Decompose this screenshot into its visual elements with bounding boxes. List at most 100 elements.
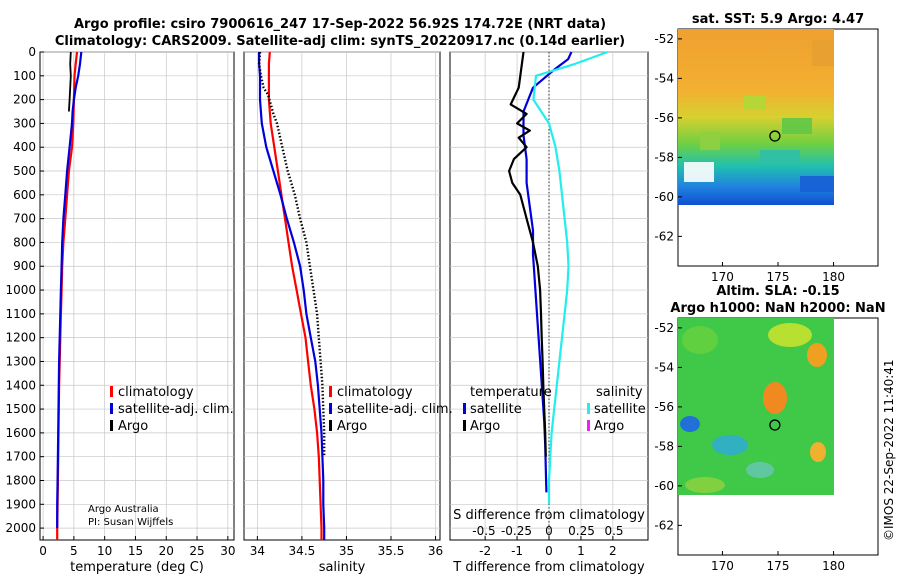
legend-label-satellite: satellite-adj. clim. <box>337 402 453 417</box>
y-tick-label: 1500 <box>5 402 36 416</box>
map-y-tick-label: -58 <box>654 150 674 164</box>
sla-anomaly <box>763 382 787 414</box>
x-tick-label: -1 <box>511 544 523 558</box>
sst-patch <box>744 96 766 110</box>
sla-anomaly <box>746 462 774 478</box>
legend-title-salinity: salinity <box>596 385 643 400</box>
map-y-tick-label: -56 <box>654 111 674 125</box>
x-tick-label: 10 <box>97 544 112 558</box>
y-tick-label: 0 <box>28 45 36 59</box>
map-y-tick-label: -60 <box>654 190 674 204</box>
title-line-1: Argo profile: csiro 7900616_247 17-Sep-2… <box>74 17 606 32</box>
map-x-tick-label: 170 <box>711 559 734 573</box>
x-tick-label: 2 <box>609 544 617 558</box>
x2-tick-label: 0.25 <box>568 524 595 538</box>
timestamp-watermark: ©IMOS 22-Sep-2022 11:40:41 <box>882 359 896 541</box>
y-tick-label: 1400 <box>5 378 36 392</box>
x-tick-label: 36 <box>428 544 443 558</box>
legend-swatch-argo <box>329 420 332 431</box>
legend-label-argo: Argo <box>337 419 367 434</box>
sla-map-panel: Altim. SLA: -0.15 Argo h1000: NaN h2000:… <box>654 284 885 573</box>
y-tick-label: 1800 <box>5 473 36 487</box>
sla-anomaly <box>682 326 718 354</box>
y-tick-label: 900 <box>13 259 36 273</box>
sla-map-title-line-2: Argo h1000: NaN h2000: NaN <box>670 301 885 316</box>
x-tick-label: 34.5 <box>289 544 316 558</box>
x-tick-label: 0 <box>39 544 47 558</box>
map-y-tick-label: -56 <box>654 400 674 414</box>
sla-anomaly <box>680 416 700 432</box>
y-tick-label: 1600 <box>5 426 36 440</box>
legend-swatch-s-argo <box>587 420 590 431</box>
temperature-xlabel: temperature (deg C) <box>70 560 204 575</box>
y-tick-label: 400 <box>13 140 36 154</box>
map-y-tick-label: -62 <box>654 518 674 532</box>
x2-tick-label: 0 <box>545 524 553 538</box>
x-tick-label: 35.5 <box>378 544 405 558</box>
x-tick-label: 15 <box>128 544 143 558</box>
map-y-tick-label: -58 <box>654 439 674 453</box>
temperature-axes-frame <box>40 52 234 540</box>
credit-line-1: Argo Australia <box>88 504 159 515</box>
x2-tick-label: 0.5 <box>604 524 623 538</box>
map-y-tick-label: -54 <box>654 71 674 85</box>
map-x-tick-label: 175 <box>767 559 790 573</box>
legend-swatch-t-argo <box>463 420 466 431</box>
y-tick-label: 1100 <box>5 307 36 321</box>
y-tick-label: 1000 <box>5 283 36 297</box>
y-tick-label: 300 <box>13 116 36 130</box>
legend-swatch-climatology <box>329 386 332 397</box>
legend-swatch-argo <box>110 420 113 431</box>
series-line-t-satellite <box>524 52 572 492</box>
sst-patch <box>684 162 714 182</box>
y-tick-label: 1200 <box>5 331 36 345</box>
y-tick-label: 200 <box>13 93 36 107</box>
s-difference-xlabel: S difference from climatology <box>453 508 645 523</box>
x2-tick-label: -0.5 <box>472 524 495 538</box>
legend-swatch-climatology <box>110 386 113 397</box>
difference-panel: -2 -1 0 1 2 -0.5 -0.25 0 0.25 0.5 T difference f… <box>450 52 648 575</box>
map-y-tick-label: -52 <box>654 32 674 46</box>
y-tick-label: 600 <box>13 188 36 202</box>
map-x-tick-label: 170 <box>711 270 734 284</box>
x-tick-label: 0 <box>545 544 553 558</box>
x-tick-label: 20 <box>159 544 174 558</box>
argo-profile-figure: Argo profile: csiro 7900616_247 17-Sep-2… <box>0 0 900 580</box>
legend-swatch-satellite <box>110 403 113 414</box>
sst-patch <box>812 40 834 66</box>
series-line-satellite-adj-clim- <box>259 52 324 540</box>
y-tick-label: 2000 <box>5 521 36 535</box>
y-tick-label: 500 <box>13 164 36 178</box>
credit-line-2: PI: Susan Wijffels <box>88 517 173 528</box>
sla-map-title-line-1: Altim. SLA: -0.15 <box>716 284 839 299</box>
sst-patch <box>760 150 800 164</box>
map-y-tick-label: -54 <box>654 360 674 374</box>
legend-label-argo: Argo <box>118 419 148 434</box>
map-y-tick-label: -52 <box>654 321 674 335</box>
map-x-tick-label: 180 <box>822 559 845 573</box>
temperature-legend: climatology satellite-adj. clim. Argo <box>110 385 234 434</box>
x-tick-label: 5 <box>70 544 78 558</box>
sst-patch <box>782 118 812 134</box>
legend-label-t-argo: Argo <box>470 419 500 434</box>
legend-label-s-satellite: satellite <box>594 402 646 417</box>
sla-anomaly <box>807 343 827 367</box>
sst-map-panel: sat. SST: 5.9 Argo: 4.47 170 175 180 -52 -54… <box>654 12 878 284</box>
salinity-xlabel: salinity <box>319 560 366 575</box>
salinity-panel: 34 34.5 35 35.5 36 salinity climatology sate… <box>244 52 453 575</box>
y-tick-label: 1900 <box>5 497 36 511</box>
t-difference-xlabel: T difference from climatology <box>452 560 645 575</box>
x-tick-label: 1 <box>577 544 585 558</box>
legend-label-satellite: satellite-adj. clim. <box>118 402 234 417</box>
legend-title-temperature: temperature <box>470 385 552 400</box>
map-y-tick-label: -60 <box>654 479 674 493</box>
sst-patch <box>700 132 720 150</box>
series-line-argo <box>69 52 71 112</box>
y-tick-label: 1300 <box>5 354 36 368</box>
legend-label-t-satellite: satellite <box>470 402 522 417</box>
sst-patch <box>800 176 834 192</box>
legend-swatch-t-satellite <box>463 403 466 414</box>
x-tick-label: 25 <box>189 544 204 558</box>
x-tick-label: 34 <box>250 544 265 558</box>
y-tick-label: 700 <box>13 212 36 226</box>
